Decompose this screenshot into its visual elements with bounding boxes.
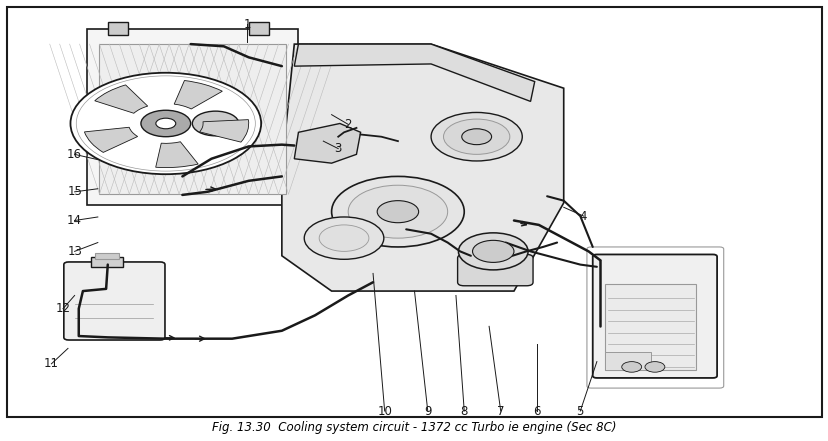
Bar: [87, 29, 298, 205]
Bar: [108, 22, 128, 35]
Wedge shape: [200, 120, 248, 142]
Bar: [95, 253, 118, 259]
Circle shape: [472, 240, 513, 262]
Text: 10: 10: [377, 404, 392, 418]
Text: 9: 9: [423, 404, 431, 418]
Circle shape: [377, 201, 418, 223]
Text: Fig. 13.30  Cooling system circuit - 1372 cc Turbo ie engine (Sec 8C): Fig. 13.30 Cooling system circuit - 1372…: [212, 421, 616, 434]
Circle shape: [621, 362, 641, 372]
Text: 1: 1: [243, 18, 251, 31]
Polygon shape: [294, 44, 534, 101]
Circle shape: [461, 129, 491, 145]
Text: 4: 4: [579, 209, 587, 223]
Circle shape: [319, 225, 368, 251]
Bar: [604, 352, 650, 370]
Bar: [248, 22, 269, 35]
Text: 13: 13: [67, 245, 82, 258]
Text: 16: 16: [67, 148, 82, 161]
Circle shape: [192, 111, 238, 136]
Circle shape: [644, 362, 664, 372]
Text: 15: 15: [67, 185, 82, 198]
Circle shape: [141, 110, 190, 137]
FancyBboxPatch shape: [592, 254, 716, 378]
Circle shape: [76, 76, 255, 171]
Polygon shape: [282, 44, 563, 291]
Text: 3: 3: [335, 142, 341, 155]
Circle shape: [458, 233, 527, 270]
Text: 11: 11: [44, 357, 59, 370]
Text: 5: 5: [576, 404, 583, 418]
Circle shape: [304, 217, 383, 259]
Wedge shape: [156, 142, 198, 168]
FancyBboxPatch shape: [457, 254, 532, 286]
Text: 2: 2: [344, 118, 352, 131]
Bar: [99, 44, 286, 194]
Circle shape: [348, 185, 447, 238]
FancyBboxPatch shape: [64, 262, 165, 340]
Text: 14: 14: [67, 214, 82, 227]
Circle shape: [443, 119, 509, 154]
Bar: [91, 257, 123, 267]
Wedge shape: [174, 81, 222, 109]
Circle shape: [70, 73, 261, 174]
Wedge shape: [94, 85, 147, 113]
Circle shape: [431, 112, 522, 161]
Text: 6: 6: [532, 404, 541, 418]
Text: 12: 12: [55, 302, 70, 315]
Polygon shape: [294, 123, 360, 163]
Bar: [604, 284, 696, 370]
Text: 7: 7: [496, 404, 504, 418]
Circle shape: [331, 176, 464, 247]
Circle shape: [156, 118, 176, 129]
Wedge shape: [84, 127, 137, 153]
Text: 8: 8: [460, 404, 467, 418]
